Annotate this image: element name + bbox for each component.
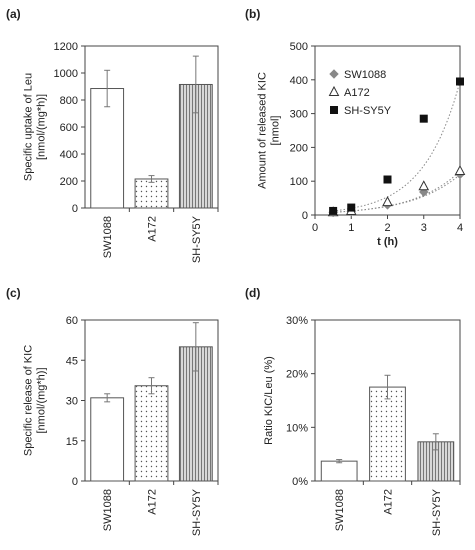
bar	[90, 397, 125, 482]
y-axis-label: Specific uptake of Leu[nmol/(mg*h)]	[23, 73, 48, 181]
data-point	[419, 114, 428, 123]
y-axis-label-line: [nmol]	[270, 116, 282, 146]
y-tick-label: 0	[72, 203, 78, 215]
y-tick-label: 30%	[286, 315, 308, 327]
bar	[320, 460, 358, 482]
panel-0: (a) 0 200 400 600 800 1000 1200 Specific uptake …	[6, 7, 219, 263]
y-tick-label: 500	[290, 41, 308, 53]
x-tick-label: A172	[147, 489, 159, 515]
y-axis-label: Specific release of KIC[nmol/(mg*h)]	[23, 345, 48, 456]
x-tick-label: SW1088	[102, 216, 114, 258]
y-axis-label-line: Ratio KIC/Leu (%)	[263, 356, 275, 445]
y-tick-label: 0%	[292, 476, 308, 488]
plot-frame	[314, 45, 461, 216]
y-tick-label: 1200	[54, 41, 78, 53]
x-tick-label: SW1088	[102, 489, 114, 531]
bar	[134, 385, 169, 482]
legend-label: SH-SY5Y	[344, 105, 392, 117]
data-point	[330, 106, 338, 114]
data-point	[347, 203, 356, 212]
x-tick-label: 4	[457, 222, 463, 234]
y-tick-label: 300	[290, 109, 308, 121]
x-tick-label: 2	[384, 222, 390, 234]
panel-label: (b)	[245, 7, 260, 21]
y-tick-label: 100	[290, 176, 308, 188]
data-point	[383, 175, 392, 184]
panel-1: (b) 0 100 200 300 400 500 0 1 2 3 4 Amount of releas…	[245, 7, 466, 248]
y-axis-label: Ratio KIC/Leu (%)	[263, 356, 275, 445]
y-axis-label-line: Specific uptake of Leu	[23, 73, 35, 181]
y-tick-label: 400	[60, 149, 78, 161]
y-tick-label: 800	[60, 95, 78, 107]
y-tick-label: 0	[302, 210, 308, 222]
y-axis-label-line: Amount of released KIC	[257, 72, 269, 189]
x-tick-label: A172	[147, 216, 159, 242]
x-tick-label: SH-SY5Y	[191, 488, 203, 536]
bar	[134, 178, 169, 209]
bar	[90, 88, 125, 209]
legend-label: SW1088	[344, 69, 386, 81]
x-axis-label: t (h)	[377, 236, 398, 248]
y-axis-label-line: [nmol/(mg*h)]	[36, 367, 48, 433]
y-tick-label: 10%	[286, 422, 308, 434]
x-tick-label: A172	[383, 489, 395, 515]
legend-label: A172	[344, 87, 370, 99]
trend-line	[333, 81, 461, 212]
x-tick-label: 3	[421, 222, 427, 234]
x-tick-label: 1	[348, 222, 354, 234]
y-tick-label: 0	[72, 476, 78, 488]
x-tick-label: SH-SY5Y	[191, 215, 203, 263]
data-point	[456, 77, 464, 86]
data-point	[418, 180, 430, 191]
panel-3: (d) 0% 10% 20% 30% Ratio KIC/Leu (%) SW1088 A17…	[245, 286, 461, 536]
data-point	[329, 69, 339, 79]
panel-label: (d)	[245, 286, 260, 300]
y-tick-label: 200	[60, 176, 78, 188]
panel-2: (c) 0 15 30 45 60 Specific release of KIC[nmol…	[6, 286, 219, 536]
y-tick-label: 15	[66, 436, 78, 448]
y-tick-label: 30	[66, 396, 78, 408]
x-tick-label: SW1088	[334, 489, 346, 531]
y-axis-label-line: [nmol/(mg*h)]	[36, 94, 48, 160]
y-tick-label: 600	[60, 122, 78, 134]
y-axis-label-line: Specific release of KIC	[23, 345, 35, 456]
y-tick-label: 60	[66, 315, 78, 327]
data-point	[329, 206, 338, 215]
bar	[369, 386, 406, 482]
x-tick-label: 0	[312, 222, 318, 234]
data-point	[382, 196, 393, 207]
panel-label: (c)	[6, 286, 21, 300]
y-tick-label: 400	[290, 75, 308, 87]
x-tick-label: SH-SY5Y	[431, 488, 443, 536]
y-tick-label: 45	[66, 355, 78, 367]
y-axis-label: Amount of released KIC[nmol]	[257, 72, 282, 189]
y-tick-label: 20%	[286, 369, 308, 381]
data-point	[328, 85, 340, 96]
data-point	[454, 164, 466, 176]
y-tick-label: 200	[290, 142, 308, 154]
y-tick-label: 1000	[54, 68, 78, 80]
panel-label: (a)	[6, 7, 21, 21]
